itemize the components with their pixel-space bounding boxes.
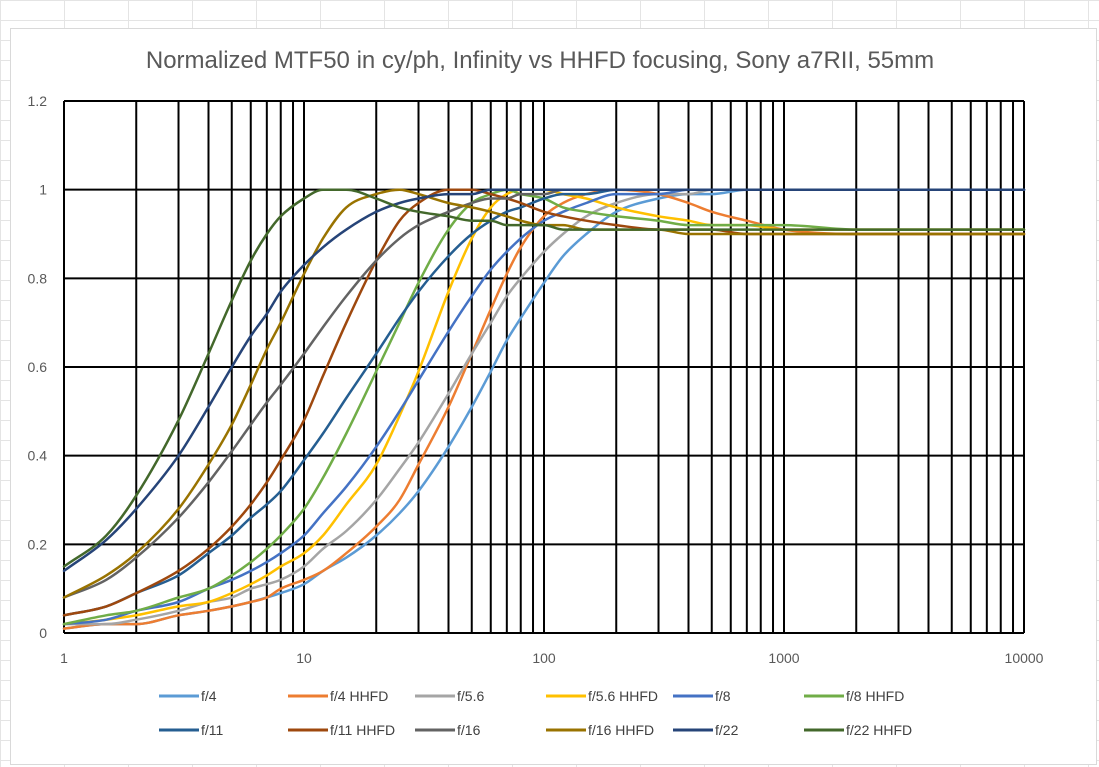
gridlines: [63, 100, 1025, 634]
series-lines: [62, 188, 1026, 630]
legend-label-f-8: f/8: [715, 688, 731, 704]
series-line-f-16-hhfd: [62, 188, 1026, 599]
legend-label-f-11: f/11: [201, 722, 224, 738]
chart-title: Normalized MTF50 in cy/ph, Infinity vs H…: [146, 47, 934, 74]
y-tick-label: 0: [39, 625, 47, 641]
legend-label-f-8-hhfd: f/8 HHFD: [846, 688, 904, 704]
legend-label-f-4-hhfd: f/4 HHFD: [330, 688, 388, 704]
x-tick-label: 1000: [768, 650, 799, 666]
legend-label-f-22-hhfd: f/22 HHFD: [846, 722, 912, 738]
legend-label-f-16: f/16: [457, 722, 481, 738]
x-tick-label: 1: [60, 650, 68, 666]
series-line-f-8-hhfd: [62, 188, 1026, 626]
y-tick-label: 1.2: [28, 93, 48, 109]
y-tick-label: 0.4: [28, 448, 48, 464]
x-tick-label: 100: [532, 650, 556, 666]
chart-area[interactable]: [10, 28, 1097, 765]
y-tick-label: 0.2: [28, 536, 48, 552]
x-tick-label: 10000: [1005, 650, 1044, 666]
series-line-f-22: [62, 188, 1026, 573]
legend-label-f-11-hhfd: f/11 HHFD: [330, 722, 395, 738]
legend-label-f-16-hhfd: f/16 HHFD: [588, 722, 654, 738]
axis-tick-labels: 0 0.2 0.4 0.6 0.8 1 1.2 1 10 100 1000 10000: [28, 93, 1044, 666]
y-tick-label: 0.6: [28, 359, 48, 375]
x-tick-label: 10: [296, 650, 312, 666]
series-line-f-4-hhfd: [62, 188, 1026, 630]
y-tick-label: 1: [39, 182, 47, 198]
y-tick-label: 0.8: [28, 270, 48, 286]
series-line-f-22-hhfd: [62, 188, 1026, 568]
legend: f/4 f/4 HHFD f/5.6 f/5.6 HHFD f/8 f/8 HHFD f/1…: [159, 688, 912, 738]
legend-label-f-5-6: f/5.6: [457, 688, 484, 704]
legend-label-f-5-6-hhfd: f/5.6 HHFD: [588, 688, 658, 704]
legend-label-f-22: f/22: [715, 722, 739, 738]
legend-label-f-4: f/4: [201, 688, 217, 704]
